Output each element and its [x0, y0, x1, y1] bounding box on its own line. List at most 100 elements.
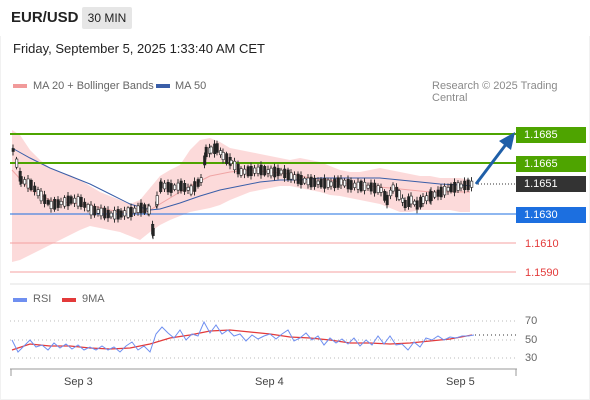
candle-body — [166, 181, 170, 193]
candle-body — [213, 143, 217, 155]
symbol-label: EUR/USD — [11, 9, 79, 26]
candlestick-series — [11, 140, 474, 240]
candle-body — [263, 166, 267, 176]
candle-body — [56, 199, 60, 208]
candle-body — [143, 204, 147, 214]
candle-body — [73, 197, 77, 204]
price-tag-current: 1.1651 — [516, 176, 586, 192]
candle-body — [69, 196, 73, 204]
candle-body — [329, 181, 333, 187]
candle-body — [126, 207, 130, 218]
candle-body — [83, 201, 87, 208]
candle-body — [204, 146, 208, 158]
candle-body — [363, 181, 367, 191]
candle-body — [276, 167, 280, 177]
candle-body — [279, 169, 283, 175]
candle-body — [313, 177, 317, 187]
candle-body — [196, 179, 200, 187]
candle-body — [246, 166, 250, 177]
candle-body — [233, 160, 237, 171]
candle-body — [59, 200, 63, 206]
candle-body — [189, 185, 193, 195]
candle-body — [395, 186, 399, 198]
candle-body — [23, 179, 27, 185]
candle-body — [373, 182, 377, 194]
research-credit: Research © 2025 Trading Central — [432, 80, 558, 104]
candle-body — [436, 189, 440, 197]
rsi-tick-30: 30 — [525, 352, 538, 364]
candle-body — [183, 183, 187, 192]
candle-body — [359, 180, 363, 192]
candle-body — [309, 176, 313, 188]
candle-body — [385, 194, 389, 206]
candle-body — [353, 182, 357, 188]
candle-body — [249, 165, 253, 177]
candle-body — [139, 202, 143, 214]
candle-body — [415, 200, 419, 210]
candle-body — [159, 181, 163, 189]
candle-body — [163, 182, 167, 190]
price-label-s3: 1.1590 — [525, 267, 559, 279]
candle-body — [269, 167, 273, 177]
candle-body — [316, 180, 320, 185]
candle-body — [136, 205, 140, 213]
candle-body — [293, 174, 297, 181]
candle-body — [93, 206, 97, 216]
candle-body — [219, 150, 223, 156]
candle-body — [243, 168, 247, 175]
candle-body — [286, 169, 290, 181]
candle-body — [89, 204, 93, 216]
candle-body — [391, 184, 395, 192]
candle-body — [439, 186, 443, 198]
candle-body — [147, 205, 151, 215]
candle-body — [96, 209, 100, 214]
candle-body — [179, 180, 183, 192]
candle-body — [397, 190, 401, 200]
candle-body — [306, 177, 310, 186]
candle-body — [43, 194, 47, 204]
candle-body — [259, 164, 263, 176]
candle-body — [46, 199, 50, 205]
bb-legend-label: MA 20 + Bollinger Bands — [33, 80, 154, 92]
candle-body — [459, 183, 463, 189]
timestamp: Friday, September 5, 2025 1:33:40 AM CET — [13, 41, 265, 56]
candle-body — [26, 178, 30, 189]
candle-body — [421, 196, 425, 204]
candle-body — [389, 189, 393, 197]
timeframe-button[interactable]: 30 MIN — [82, 7, 132, 29]
candle-body — [453, 182, 457, 193]
candle-body — [239, 168, 243, 176]
candle-body — [299, 175, 303, 185]
candle-body — [236, 163, 240, 175]
candle-body — [333, 178, 337, 189]
candle-body — [376, 185, 380, 193]
candle-body — [186, 186, 190, 191]
candle-body — [289, 172, 293, 180]
candle-body — [215, 143, 219, 153]
candle-body — [413, 200, 417, 205]
candle-body — [49, 201, 53, 209]
candle-body — [86, 204, 90, 212]
candle-body — [19, 176, 23, 184]
candle-body — [356, 181, 360, 190]
candle-body — [449, 183, 453, 193]
rsi-legend-label: RSI — [33, 293, 52, 305]
ma50-line — [11, 147, 473, 211]
candle-body — [53, 199, 57, 210]
candle-body — [409, 195, 413, 205]
candle-body — [36, 189, 40, 197]
candle-body — [39, 190, 43, 202]
forecast-arrow-head — [499, 132, 515, 150]
candle-body — [283, 168, 287, 179]
candle-body — [155, 195, 159, 205]
price-label-s2: 1.1610 — [525, 238, 559, 250]
candle-body — [151, 228, 155, 236]
x-label-sep3: Sep 3 — [64, 376, 93, 388]
rsi-line — [11, 320, 475, 353]
candle-body — [113, 209, 117, 220]
rsi-ma-legend-swatch — [62, 298, 76, 302]
candle-body — [429, 190, 433, 202]
candle-body — [11, 148, 15, 152]
ma50-legend-label: MA 50 — [175, 80, 207, 92]
candle-body — [407, 196, 411, 207]
